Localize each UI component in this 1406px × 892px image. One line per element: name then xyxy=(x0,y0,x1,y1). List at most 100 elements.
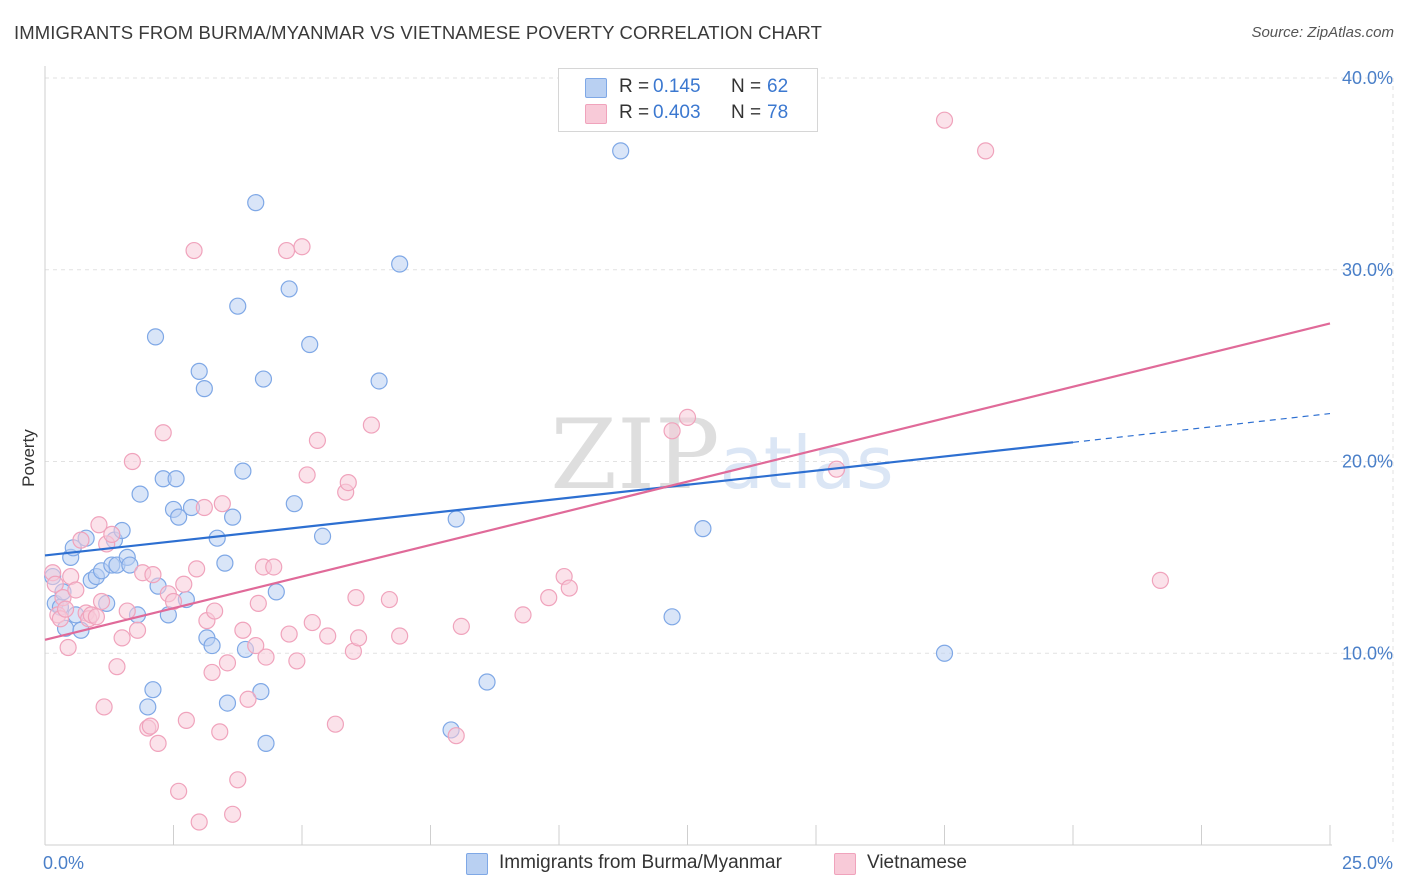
x-tick-label: 25.0% xyxy=(1342,853,1393,873)
data-point xyxy=(293,238,311,256)
scatter-points xyxy=(44,111,1169,831)
data-point xyxy=(303,613,321,632)
data-point xyxy=(339,473,357,492)
data-point xyxy=(313,527,332,545)
data-point xyxy=(280,625,298,643)
legend-n-label: N = xyxy=(731,76,762,97)
data-point xyxy=(229,771,247,789)
legend-swatch-burma xyxy=(585,78,607,98)
data-point xyxy=(190,813,208,831)
data-point xyxy=(139,698,157,716)
data-point xyxy=(514,606,532,624)
data-point xyxy=(103,525,121,543)
data-point xyxy=(144,566,162,584)
data-point xyxy=(164,592,183,611)
data-point xyxy=(141,717,159,735)
data-point xyxy=(95,698,113,716)
data-point xyxy=(935,644,954,662)
data-point xyxy=(229,297,247,315)
x-tick-label: 0.0% xyxy=(43,853,84,873)
y-tick-label: 40.0% xyxy=(1342,68,1393,88)
data-point xyxy=(319,627,337,645)
data-point xyxy=(349,629,368,647)
data-point xyxy=(131,485,149,503)
y-tick-label: 30.0% xyxy=(1342,260,1393,280)
data-point xyxy=(56,600,75,618)
data-point xyxy=(90,516,108,534)
data-point xyxy=(128,621,147,639)
data-point xyxy=(121,556,139,574)
data-point xyxy=(195,498,213,517)
bottom-legend-label-vietnamese: Vietnamese xyxy=(867,852,967,873)
data-point xyxy=(224,508,242,526)
legend-r-value: 0.403 xyxy=(653,102,701,123)
data-point xyxy=(149,734,167,752)
legend-n-value: 78 xyxy=(767,102,789,123)
data-point xyxy=(206,602,224,620)
legend-row-vietnamese: R = 0.403 N = 78 xyxy=(559,101,817,127)
data-point xyxy=(123,452,141,471)
data-point xyxy=(452,617,470,636)
data-point xyxy=(146,328,165,346)
data-point xyxy=(370,372,388,390)
data-point xyxy=(277,241,296,260)
bottom-legend-swatch-burma xyxy=(466,853,488,875)
data-point xyxy=(247,636,265,655)
legend-r-label: R = xyxy=(619,76,650,97)
bottom-legend-swatch-vietnamese xyxy=(834,853,856,875)
data-point xyxy=(247,194,265,212)
legend-swatch-vietnamese xyxy=(585,104,607,124)
data-point xyxy=(118,602,136,620)
data-point xyxy=(308,431,327,450)
data-point xyxy=(203,663,221,682)
legend-r-label: R = xyxy=(619,102,650,123)
legend-row-burma: R = 0.145 N = 62 xyxy=(559,75,817,101)
data-point xyxy=(447,510,465,528)
data-point xyxy=(280,280,298,298)
data-point xyxy=(195,380,213,398)
data-point xyxy=(216,554,234,572)
data-point xyxy=(218,654,237,672)
data-point xyxy=(188,560,206,578)
data-point xyxy=(249,594,267,612)
data-point xyxy=(185,241,203,260)
data-point xyxy=(267,583,285,601)
data-point xyxy=(87,608,106,626)
chart-title: IMMIGRANTS FROM BURMA/MYANMAR VS VIETNAM… xyxy=(14,22,822,43)
legend-n-value: 62 xyxy=(767,76,789,97)
data-point xyxy=(540,589,558,607)
data-point xyxy=(175,575,193,593)
data-point xyxy=(612,142,630,160)
data-point xyxy=(239,690,257,708)
data-point xyxy=(211,723,229,741)
data-point xyxy=(380,590,398,609)
data-point xyxy=(977,142,995,160)
data-point xyxy=(257,734,275,752)
data-point xyxy=(203,636,221,655)
legend: R = 0.145 N = 62 R = 0.403 N = 78 xyxy=(558,68,818,132)
data-point xyxy=(1151,571,1169,589)
axes xyxy=(44,66,1332,846)
data-point xyxy=(391,255,409,273)
data-point xyxy=(362,416,380,434)
data-point xyxy=(67,581,85,599)
trend-line-vietnamese xyxy=(44,322,1331,641)
bottom-legend-label-burma: Immigrants from Burma/Myanmar xyxy=(499,852,782,873)
data-point xyxy=(170,508,188,526)
data-point xyxy=(190,362,208,380)
data-point xyxy=(170,782,188,800)
data-point xyxy=(285,495,303,513)
data-point xyxy=(391,627,409,645)
data-point xyxy=(663,608,681,626)
data-point xyxy=(560,579,578,597)
data-point xyxy=(663,422,681,440)
data-point xyxy=(254,370,273,388)
data-point xyxy=(678,408,697,426)
data-point xyxy=(252,682,270,701)
tick-labels: 10.0% 20.0% 30.0% 40.0% 0.0% 25.0% xyxy=(43,68,1393,873)
data-point xyxy=(298,466,316,484)
series-vietnamese xyxy=(44,111,1169,831)
data-point xyxy=(59,638,77,657)
data-point xyxy=(144,681,162,699)
